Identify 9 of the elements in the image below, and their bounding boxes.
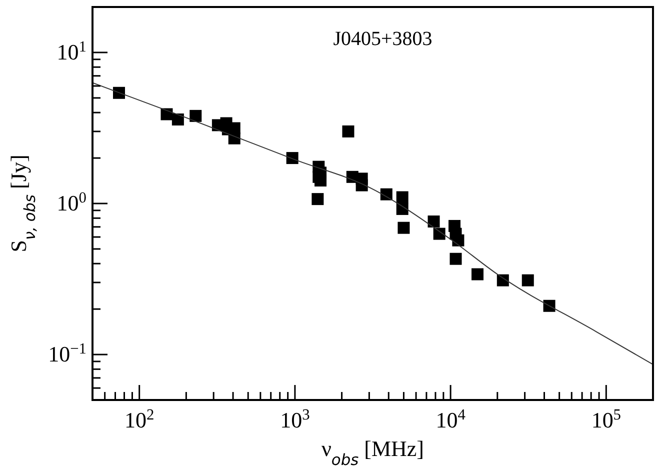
x-axis-title: ν$_{obs}$ [MHz]	[321, 436, 424, 467]
x-tick-label: 10$^{5}$	[591, 406, 622, 433]
y-tick-label: 10$^{1}$	[56, 38, 86, 65]
x-tick-label: 10$^{2}$	[124, 406, 154, 433]
y-tick-label: 10$^{0}$	[56, 189, 87, 216]
x-tick-label: 10$^{4}$	[436, 406, 466, 433]
y-tick-label: 10$^{−1}$	[48, 340, 86, 367]
x-tick-label: 10$^{3}$	[280, 406, 310, 433]
text: J0405+3803	[333, 28, 432, 50]
